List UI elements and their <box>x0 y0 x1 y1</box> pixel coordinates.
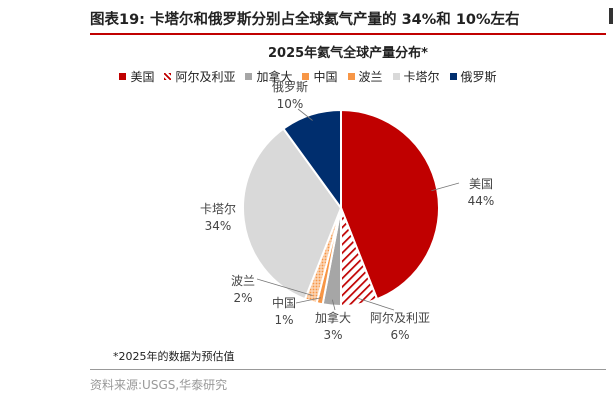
legend-label: 中国 <box>313 70 338 84</box>
chart-note: *2025年的数据为预估值 <box>113 350 235 363</box>
slice-category-label: 阿尔及利亚 <box>370 310 430 325</box>
slice-category-label: 卡塔尔 <box>200 201 236 216</box>
leader-line <box>331 299 336 311</box>
leader-line <box>431 182 460 192</box>
legend-item: 美国 <box>119 68 154 85</box>
slice-value-label: 3% <box>323 328 342 342</box>
leader-line <box>256 278 313 296</box>
slice-value-label: 34% <box>205 219 232 233</box>
legend-item: 俄罗斯 <box>449 68 497 85</box>
legend-label: 阿尔及利亚 <box>175 70 236 84</box>
legend-swatch <box>392 73 400 80</box>
chart-legend: 美国 阿尔及利亚 加拿大 中国 波兰 卡塔尔 俄罗斯 <box>0 68 616 85</box>
title-rule <box>90 33 606 35</box>
source-text: 资料来源:USGS,华泰研究 <box>90 378 228 392</box>
slice-category-label: 波兰 <box>231 274 255 288</box>
figure-title: 图表19: 卡塔尔和俄罗斯分别占全球氦气产量的 34%和 10%左右 <box>90 12 520 28</box>
legend-label: 美国 <box>130 70 155 84</box>
slice-category-label: 加拿大 <box>315 310 351 325</box>
legend-label: 俄罗斯 <box>460 70 497 84</box>
legend-item: 加拿大 <box>245 68 292 85</box>
slice-category-label: 俄罗斯 <box>272 80 308 94</box>
edge-mark <box>609 8 613 24</box>
chart-title: 2025年氦气全球产量分布* <box>268 46 428 61</box>
footer-rule <box>90 369 606 370</box>
slice-category-label: 中国 <box>272 295 296 310</box>
legend-item: 阿尔及利亚 <box>164 68 235 85</box>
legend-item: 中国 <box>302 68 338 85</box>
leader-line <box>295 297 322 304</box>
slice-value-label: 1% <box>274 313 293 327</box>
legend-label: 加拿大 <box>256 70 293 84</box>
pie-slice <box>282 108 342 212</box>
legend-item: 波兰 <box>347 68 383 85</box>
legend-swatch <box>449 73 457 80</box>
legend-swatch <box>302 73 310 80</box>
slice-value-label: 10% <box>277 97 304 111</box>
legend-swatch <box>164 73 172 80</box>
leader-line <box>358 297 395 311</box>
legend-label: 卡塔尔 <box>403 70 440 84</box>
legend-swatch <box>119 73 127 80</box>
legend-swatch <box>347 73 355 80</box>
leader-line <box>297 108 313 121</box>
slice-value-label: 44% <box>468 194 495 208</box>
slice-value-label: 2% <box>233 291 252 305</box>
legend-swatch <box>245 73 253 80</box>
slice-category-label: 美国 <box>469 177 493 191</box>
legend-label: 波兰 <box>358 70 383 84</box>
slice-value-label: 6% <box>390 328 409 342</box>
pie-slice <box>340 108 440 301</box>
pie-slice <box>242 127 343 301</box>
legend-item: 卡塔尔 <box>392 68 440 85</box>
